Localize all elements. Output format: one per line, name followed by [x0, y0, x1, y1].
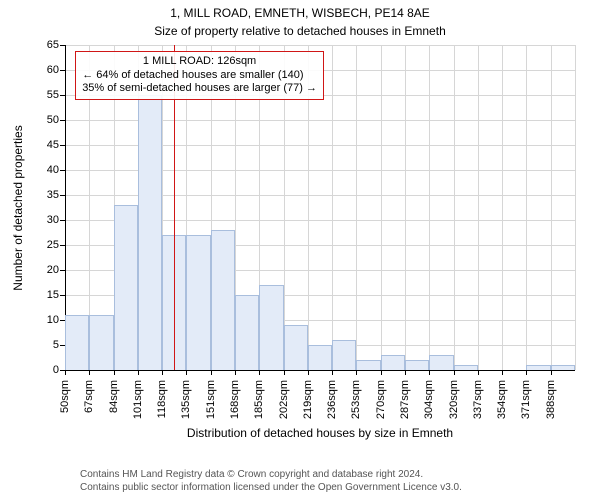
xtick-label: 118sqm: [156, 380, 168, 418]
gridline-v: [356, 45, 357, 370]
ytick-label: 15: [47, 289, 59, 301]
ytick-label: 20: [47, 264, 59, 276]
plot-area: 0510152025303540455055606550sqm67sqm84sq…: [65, 45, 575, 370]
xtick-label: 135sqm: [180, 380, 192, 419]
ytick-label: 40: [47, 164, 59, 176]
ytick-label: 65: [47, 39, 59, 51]
xtick-mark: [186, 370, 187, 375]
gridline-v: [381, 45, 382, 370]
gridline-v: [502, 45, 503, 370]
xtick-mark: [259, 370, 260, 375]
xtick-mark: [429, 370, 430, 375]
chart-title-2: Size of property relative to detached ho…: [0, 24, 600, 38]
xtick-mark: [211, 370, 212, 375]
xtick-mark: [526, 370, 527, 375]
chart-container: 1, MILL ROAD, EMNETH, WISBECH, PE14 8AE …: [0, 0, 600, 500]
ytick-label: 50: [47, 114, 59, 126]
xtick-label: 151sqm: [205, 380, 217, 419]
footnote-licence: Contains public sector information licen…: [80, 482, 462, 493]
gridline-v: [429, 45, 430, 370]
gridline-h: [65, 45, 575, 46]
ytick-label: 45: [47, 139, 59, 151]
ytick-label: 0: [53, 364, 59, 376]
xtick-label: 354sqm: [496, 380, 508, 419]
xtick-label: 101sqm: [132, 380, 144, 419]
xtick-mark: [551, 370, 552, 375]
xtick-label: 202sqm: [278, 380, 290, 419]
annotation-line: 1 MILL ROAD: 126sqm: [82, 55, 317, 69]
xtick-label: 320sqm: [448, 380, 460, 419]
histogram-bar: [332, 340, 356, 370]
histogram-bar: [356, 360, 380, 370]
xtick-label: 371sqm: [520, 380, 532, 419]
histogram-bar: [138, 95, 162, 370]
histogram-bar: [429, 355, 453, 370]
y-axis-title: Number of detached properties: [11, 125, 25, 290]
xtick-label: 84sqm: [108, 380, 120, 413]
histogram-bar: [114, 205, 138, 370]
gridline-v: [551, 45, 552, 370]
xtick-label: 287sqm: [399, 380, 411, 419]
gridline-v: [575, 45, 576, 370]
gridline-h: [65, 370, 575, 371]
ytick-label: 60: [47, 64, 59, 76]
xtick-label: 67sqm: [83, 380, 95, 413]
ytick-label: 10: [47, 314, 59, 326]
histogram-bar: [235, 295, 259, 370]
histogram-bar: [186, 235, 210, 370]
annotation-line: 35% of semi-detached houses are larger (…: [82, 82, 317, 96]
xtick-mark: [138, 370, 139, 375]
xtick-mark: [356, 370, 357, 375]
chart-title-1: 1, MILL ROAD, EMNETH, WISBECH, PE14 8AE: [0, 6, 600, 20]
xtick-label: 50sqm: [59, 380, 71, 413]
annotation-line: ← 64% of detached houses are smaller (14…: [82, 69, 317, 83]
footnote-copyright: Contains HM Land Registry data © Crown c…: [80, 469, 423, 480]
xtick-mark: [162, 370, 163, 375]
xtick-mark: [89, 370, 90, 375]
histogram-bar: [259, 285, 283, 370]
histogram-bar: [405, 360, 429, 370]
histogram-bar: [65, 315, 89, 370]
gridline-v: [526, 45, 527, 370]
xtick-mark: [114, 370, 115, 375]
annotation-box: 1 MILL ROAD: 126sqm← 64% of detached hou…: [75, 51, 324, 100]
gridline-v: [405, 45, 406, 370]
xtick-label: 270sqm: [375, 380, 387, 419]
histogram-bar: [551, 365, 575, 370]
x-axis-title: Distribution of detached houses by size …: [65, 426, 575, 440]
histogram-bar: [284, 325, 308, 370]
histogram-bar: [454, 365, 478, 370]
gridline-v: [454, 45, 455, 370]
ytick-label: 55: [47, 89, 59, 101]
xtick-mark: [65, 370, 66, 375]
xtick-label: 337sqm: [472, 380, 484, 419]
histogram-bar: [89, 315, 113, 370]
histogram-bar: [381, 355, 405, 370]
histogram-bar: [308, 345, 332, 370]
histogram-bar: [211, 230, 235, 370]
xtick-label: 185sqm: [253, 380, 265, 419]
xtick-mark: [308, 370, 309, 375]
xtick-mark: [284, 370, 285, 375]
xtick-label: 304sqm: [423, 380, 435, 419]
histogram-bar: [526, 365, 550, 370]
xtick-mark: [454, 370, 455, 375]
ytick-label: 35: [47, 189, 59, 201]
xtick-label: 236sqm: [326, 380, 338, 419]
ytick-label: 30: [47, 214, 59, 226]
xtick-label: 253sqm: [350, 380, 362, 419]
xtick-label: 219sqm: [302, 380, 314, 419]
xtick-mark: [478, 370, 479, 375]
xtick-mark: [332, 370, 333, 375]
gridline-v: [332, 45, 333, 370]
ytick-label: 5: [53, 339, 59, 351]
xtick-mark: [502, 370, 503, 375]
xtick-label: 168sqm: [229, 380, 241, 419]
ytick-label: 25: [47, 239, 59, 251]
xtick-mark: [235, 370, 236, 375]
xtick-mark: [381, 370, 382, 375]
gridline-v: [478, 45, 479, 370]
xtick-mark: [405, 370, 406, 375]
xtick-label: 388sqm: [545, 380, 557, 419]
